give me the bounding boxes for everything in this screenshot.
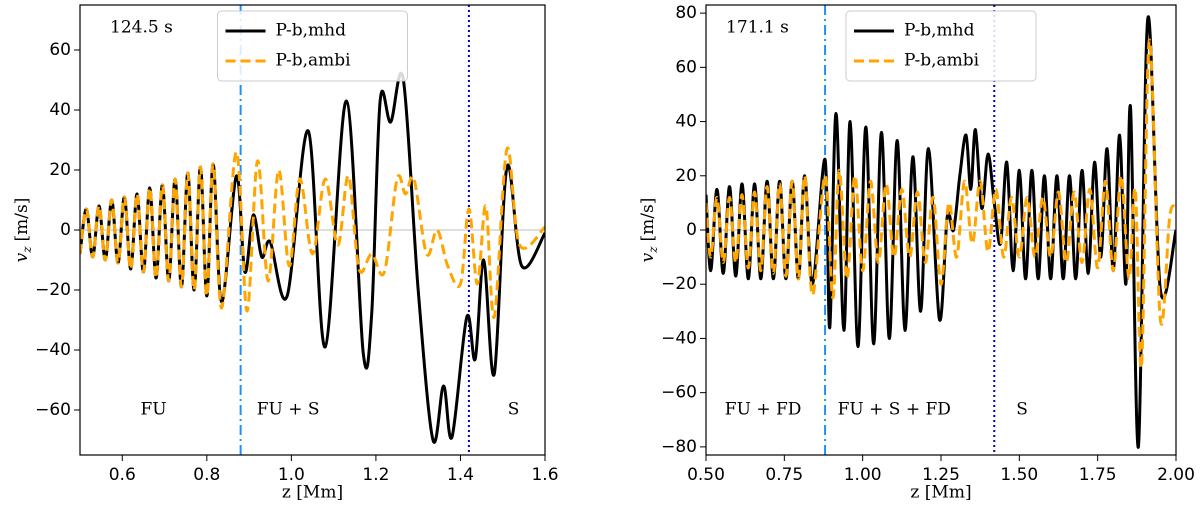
- x-tick-label: 1.2: [362, 465, 389, 485]
- y-label-var: v: [638, 252, 658, 262]
- x-axis-label: z [Mm]: [910, 483, 971, 503]
- region-label: S: [1016, 400, 1028, 420]
- y-tick-label: −60: [661, 383, 697, 403]
- y-tick-label: −20: [35, 280, 71, 300]
- x-tick-label: 1.75: [1079, 465, 1117, 485]
- y-label-unit: [m/s]: [638, 198, 658, 242]
- panel: 0.6 0.8 1.0 1.2 1.4 1.6 −60 −40 −20 0 20 40 60 FU FU +…: [12, 4, 559, 503]
- y-label-sub: z: [646, 246, 660, 254]
- x-tick-label: 0.75: [765, 465, 803, 485]
- annotation: 171.1 s: [726, 18, 789, 38]
- y-tick-label: 0: [686, 220, 697, 240]
- y-tick-label: 60: [49, 40, 71, 60]
- axes-frame: [705, 4, 1177, 456]
- y-tick-label: 20: [49, 160, 71, 180]
- x-tick-label: 1.0: [278, 465, 305, 485]
- y-label-var: v: [12, 252, 32, 262]
- legend-box: [217, 10, 408, 82]
- x-tick-label: 2.00: [1157, 465, 1195, 485]
- legend-label: P-b,ambi: [276, 51, 352, 71]
- y-tick-label: 0: [60, 220, 71, 240]
- y-tick-label: −80: [661, 437, 697, 457]
- y-tick-label: −60: [35, 400, 71, 420]
- legend-label: P-b,mhd: [276, 21, 347, 41]
- panel: 0.50 0.75 1.00 1.25 1.50 1.75 2.00 −80 −60 −40 −20…: [638, 3, 1195, 502]
- x-tick-label: 1.6: [531, 465, 558, 485]
- y-tick-label: −20: [661, 274, 697, 294]
- y-tick-label: 40: [675, 112, 697, 132]
- y-axis-label: vz [m/s]: [12, 198, 34, 263]
- x-tick-label: 1.25: [922, 465, 960, 485]
- region-label: FU: [140, 400, 166, 420]
- region-label: FU + S: [257, 400, 320, 420]
- annotation: 124.5 s: [110, 18, 173, 38]
- legend-label: P-b,ambi: [904, 51, 980, 71]
- y-tick-label: 80: [675, 3, 697, 23]
- y-tick-label: 40: [49, 100, 71, 120]
- region-label: S: [508, 400, 520, 420]
- legend-box: [845, 10, 1037, 82]
- x-tick-label: 0.8: [193, 465, 220, 485]
- series-line: [706, 38, 1176, 370]
- y-tick-label: 20: [675, 166, 697, 186]
- y-label-unit: [m/s]: [12, 198, 32, 242]
- series-line: [80, 146, 545, 319]
- x-tick-label: 1.50: [1000, 465, 1038, 485]
- axes-frame: [79, 4, 546, 456]
- legend-label: P-b,mhd: [904, 21, 975, 41]
- x-tick-label: 1.4: [447, 465, 474, 485]
- x-tick-label: 1.00: [844, 465, 882, 485]
- x-tick-label: 0.6: [109, 465, 136, 485]
- y-tick-label: −40: [661, 328, 697, 348]
- x-axis-label: z [Mm]: [282, 483, 343, 503]
- y-axis-label: vz [m/s]: [638, 198, 660, 263]
- y-label-sub: z: [20, 246, 34, 254]
- x-tick-label: 0.50: [687, 465, 725, 485]
- region-label: FU + FD: [725, 400, 802, 420]
- region-label: FU + S + FD: [838, 400, 951, 420]
- y-tick-label: −40: [35, 340, 71, 360]
- y-tick-label: 60: [675, 57, 697, 77]
